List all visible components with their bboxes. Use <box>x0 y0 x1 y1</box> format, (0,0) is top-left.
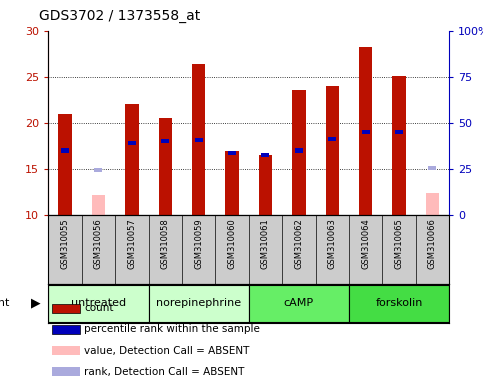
Bar <box>128 141 136 145</box>
FancyBboxPatch shape <box>52 346 80 355</box>
FancyBboxPatch shape <box>249 285 349 322</box>
Text: GSM310055: GSM310055 <box>60 218 70 269</box>
Bar <box>61 148 69 152</box>
Text: untreated: untreated <box>71 298 126 308</box>
Text: rank, Detection Call = ABSENT: rank, Detection Call = ABSENT <box>85 367 245 377</box>
Bar <box>295 148 303 152</box>
Bar <box>392 76 406 215</box>
Bar <box>228 151 236 155</box>
Bar <box>161 139 169 143</box>
FancyBboxPatch shape <box>52 367 80 376</box>
FancyBboxPatch shape <box>149 285 249 322</box>
Text: GSM310062: GSM310062 <box>294 218 303 269</box>
Bar <box>426 193 439 215</box>
Text: percentile rank within the sample: percentile rank within the sample <box>85 324 260 334</box>
Text: GSM310056: GSM310056 <box>94 218 103 269</box>
FancyBboxPatch shape <box>52 304 80 313</box>
Text: GSM310059: GSM310059 <box>194 218 203 269</box>
Text: agent: agent <box>0 298 10 308</box>
Bar <box>428 166 437 170</box>
FancyBboxPatch shape <box>48 285 149 322</box>
Bar <box>94 168 102 172</box>
Bar <box>158 118 172 215</box>
Bar <box>226 151 239 215</box>
FancyBboxPatch shape <box>349 285 449 322</box>
Bar <box>395 130 403 134</box>
Bar <box>362 130 369 134</box>
Bar <box>58 114 71 215</box>
Bar <box>259 155 272 215</box>
Text: GSM310064: GSM310064 <box>361 218 370 269</box>
Bar <box>292 90 306 215</box>
Bar <box>192 64 205 215</box>
Bar <box>359 47 372 215</box>
Bar <box>261 153 270 157</box>
FancyBboxPatch shape <box>52 325 80 334</box>
Text: value, Detection Call = ABSENT: value, Detection Call = ABSENT <box>85 346 250 356</box>
Text: GSM310066: GSM310066 <box>428 218 437 269</box>
Text: forskolin: forskolin <box>375 298 423 308</box>
Text: GSM310063: GSM310063 <box>328 218 337 269</box>
Text: GSM310061: GSM310061 <box>261 218 270 269</box>
Bar <box>195 138 203 142</box>
Bar <box>326 86 339 215</box>
Text: cAMP: cAMP <box>284 298 314 308</box>
Bar <box>125 104 139 215</box>
Bar <box>328 137 336 141</box>
Text: count: count <box>85 303 114 313</box>
Text: GSM310060: GSM310060 <box>227 218 237 269</box>
Text: norepinephrine: norepinephrine <box>156 298 241 308</box>
Text: GDS3702 / 1373558_at: GDS3702 / 1373558_at <box>39 9 200 23</box>
Text: GSM310058: GSM310058 <box>161 218 170 269</box>
Text: GSM310057: GSM310057 <box>128 218 136 269</box>
Text: GSM310065: GSM310065 <box>395 218 404 269</box>
Text: ▶: ▶ <box>31 297 41 310</box>
Bar <box>92 195 105 215</box>
